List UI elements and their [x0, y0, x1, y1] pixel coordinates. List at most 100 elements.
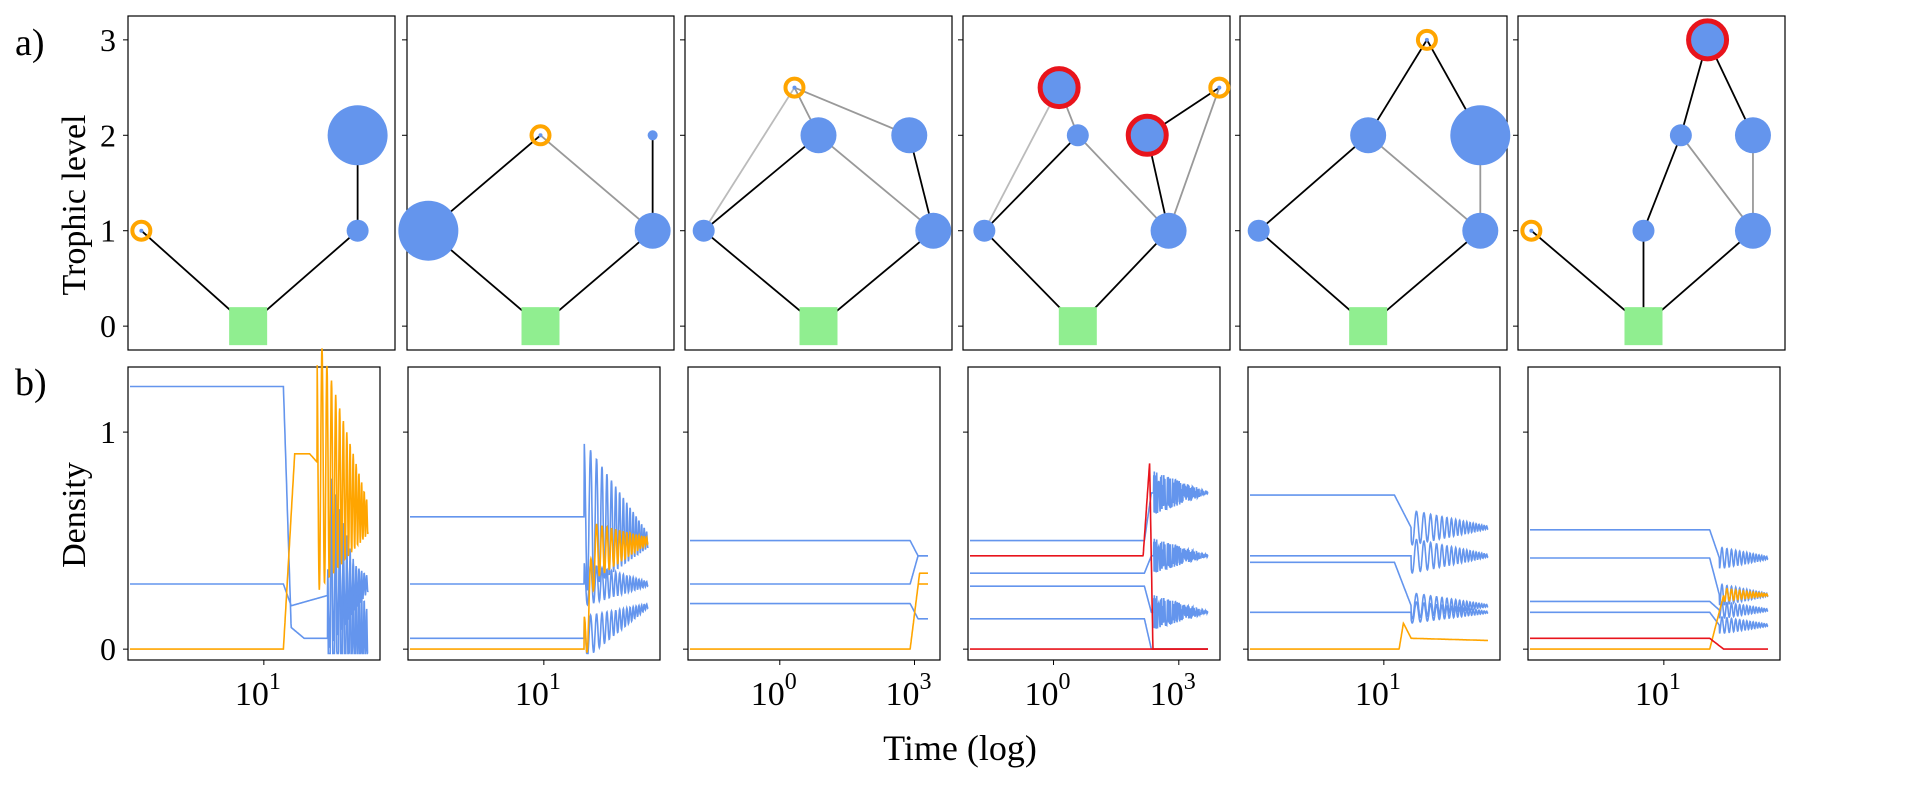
density-series-line [970, 471, 1209, 542]
species-node [915, 212, 952, 249]
extinct-marker-ring [1125, 113, 1169, 157]
x-tick-label: 103 [885, 669, 931, 713]
extinct-marker-ring [1037, 66, 1081, 110]
species-node [1462, 212, 1499, 249]
species-node [1150, 212, 1187, 249]
x-tick-label: 101 [235, 669, 281, 713]
invader-node-core [1217, 85, 1222, 90]
network-panel-4 [958, 15, 1231, 351]
invader-node [1520, 219, 1543, 242]
network-panel-5 [1235, 15, 1511, 351]
species-node [1734, 212, 1771, 249]
density-series-line [690, 602, 928, 620]
resource-node [229, 307, 268, 346]
species-node [1066, 124, 1089, 147]
species-node [1669, 124, 1692, 147]
species-node [692, 219, 715, 242]
network-panel-2 [398, 15, 675, 351]
food-link [817, 230, 934, 327]
species-node [647, 130, 658, 141]
resource-node [1058, 307, 1097, 346]
density-series-line [1530, 587, 1769, 650]
species-node [973, 219, 996, 242]
food-link [1258, 134, 1369, 232]
food-link [703, 230, 820, 327]
x-tick-label: 100 [751, 669, 797, 713]
food-link [1167, 87, 1221, 232]
species-node [634, 212, 671, 249]
density-panel-2: 101 [403, 366, 661, 713]
food-link [1367, 39, 1428, 136]
panel-frame [1517, 15, 1786, 351]
food-link [1680, 134, 1754, 232]
food-link [983, 87, 1060, 232]
resource-node [1624, 307, 1663, 346]
panel-frame [687, 366, 941, 661]
invader-node [529, 124, 552, 147]
density-series-line [970, 585, 1209, 629]
panel-frame [407, 366, 661, 661]
x-axis-title-time: Time (log) [883, 728, 1037, 768]
x-tick-label: 101 [1635, 669, 1681, 713]
species-node [327, 105, 388, 166]
species-node [800, 117, 837, 154]
density-series-line [1250, 538, 1489, 574]
food-link [794, 86, 910, 137]
y-tick-label: 0 [100, 631, 116, 667]
food-link [703, 134, 820, 232]
density-series-line [1250, 561, 1489, 620]
y-tick-label: 0 [100, 308, 116, 344]
density-series-line [130, 544, 369, 650]
density-series-line [1250, 601, 1489, 624]
density-series-line [410, 602, 649, 655]
density-series-line [130, 348, 369, 650]
extinct-species-node [1689, 21, 1726, 58]
y-axis-title-trophic-level: Trophic level [56, 114, 93, 295]
density-series-line [130, 385, 369, 655]
panel-frame [967, 366, 1221, 661]
x-tick-exponent: 3 [1184, 669, 1196, 695]
density-series-line [690, 572, 928, 650]
food-link [1367, 134, 1481, 232]
invader-node [1208, 76, 1231, 99]
density-series-line [1250, 621, 1488, 650]
resource-node [521, 307, 560, 346]
panel-frame [127, 15, 396, 351]
species-node [1734, 117, 1771, 154]
panel-frame [962, 15, 1231, 351]
species-node [1632, 219, 1655, 242]
x-tick-exponent: 0 [785, 669, 797, 695]
density-series-line [690, 539, 928, 557]
resource-node [799, 307, 838, 346]
extinct-marker-ring [1686, 18, 1730, 62]
x-tick-label: 100 [1025, 669, 1071, 713]
x-tick-exponent: 1 [1389, 669, 1401, 695]
panel-label-b: b) [15, 362, 47, 404]
food-link [817, 134, 934, 232]
density-panel-3: 100 103 [683, 366, 941, 713]
density-series-line [1530, 611, 1769, 634]
x-tick-exponent: 1 [1669, 669, 1681, 695]
density-series-line [1530, 600, 1769, 620]
x-tick-label: 101 [1355, 669, 1401, 713]
y-tick-label: 2 [100, 117, 116, 153]
x-tick-exponent: 0 [1059, 669, 1071, 695]
density-series-line [1530, 637, 1768, 650]
density-series-line [690, 555, 928, 585]
network-panel-1: 0 1 2 3 [100, 15, 396, 351]
invader-node-core [1529, 228, 1534, 233]
extinct-species-node [1129, 117, 1166, 154]
y-tick-label: 1 [100, 414, 116, 450]
y-axis-title-density: Density [56, 462, 93, 568]
density-series-line [410, 523, 649, 653]
density-panel-4: 100 103 [963, 366, 1221, 713]
species-node [398, 200, 459, 261]
density-series-line [1530, 529, 1769, 569]
network-panel-3 [680, 15, 953, 351]
panel-frame [406, 15, 675, 351]
food-link [983, 134, 1079, 232]
panel-frame [1247, 366, 1501, 661]
